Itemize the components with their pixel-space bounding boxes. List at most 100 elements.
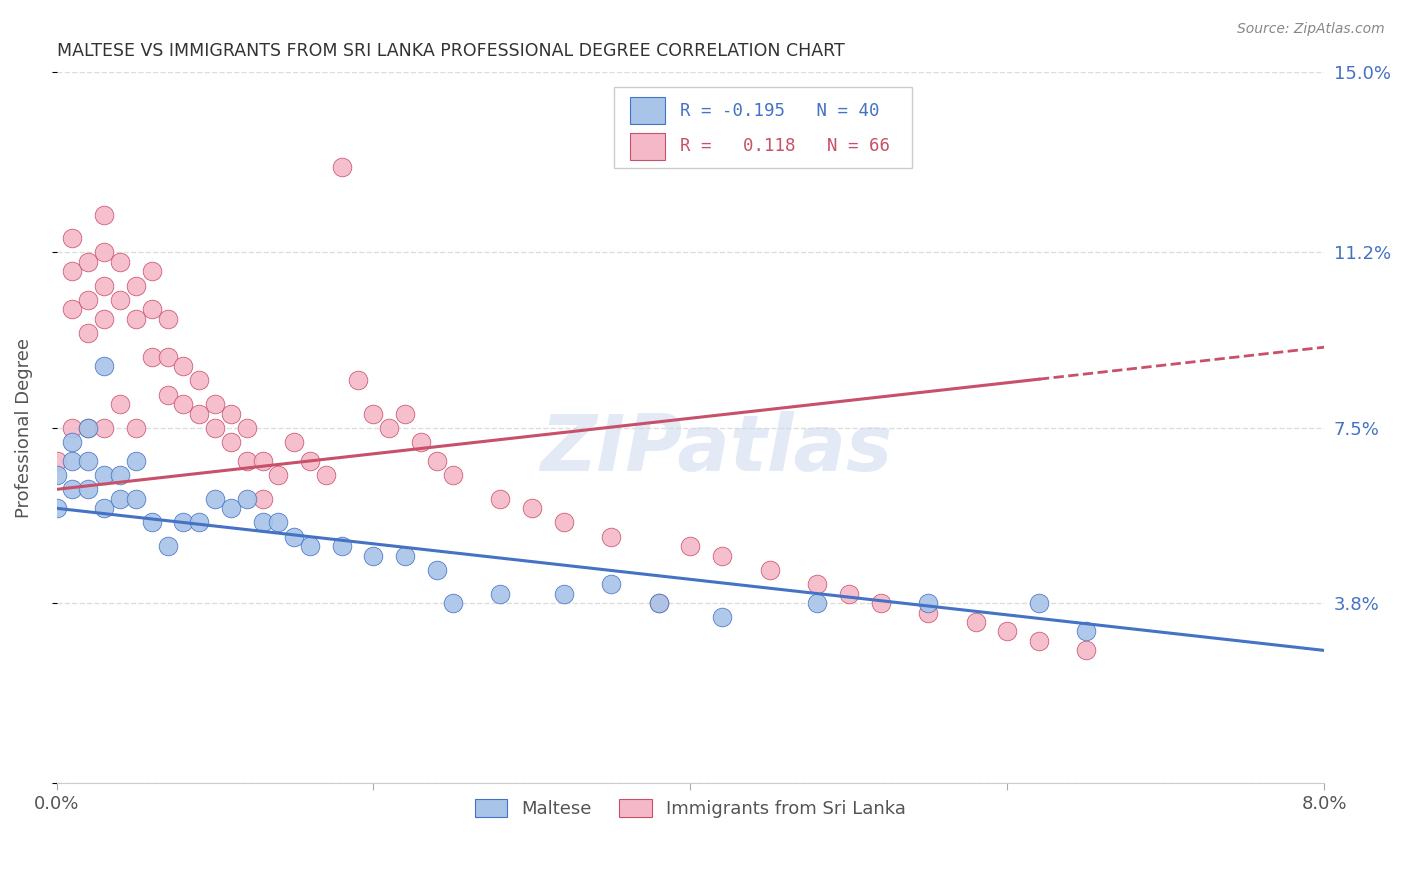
Point: [489, 586, 512, 600]
Text: R =   0.118   N = 66: R = 0.118 N = 66: [681, 137, 890, 155]
Point: [600, 530, 623, 544]
Point: [141, 264, 163, 278]
Point: [45, 468, 67, 483]
Point: [711, 610, 734, 624]
Point: [108, 255, 131, 269]
Point: [108, 397, 131, 411]
Point: [965, 615, 987, 629]
Point: [235, 491, 257, 506]
Point: [125, 454, 148, 468]
Point: [219, 434, 242, 449]
Point: [62, 231, 84, 245]
Point: [93, 359, 115, 373]
Point: [156, 539, 179, 553]
Point: [806, 596, 828, 610]
Point: [758, 563, 780, 577]
Point: [219, 407, 242, 421]
Point: [1028, 596, 1050, 610]
FancyBboxPatch shape: [614, 87, 912, 169]
Point: [426, 563, 449, 577]
Y-axis label: Professional Degree: Professional Degree: [15, 338, 32, 517]
Point: [77, 454, 100, 468]
Point: [553, 516, 575, 530]
Point: [441, 596, 464, 610]
Point: [346, 373, 368, 387]
Point: [125, 421, 148, 435]
Point: [363, 407, 385, 421]
Point: [141, 302, 163, 317]
Point: [125, 491, 148, 506]
Point: [141, 516, 163, 530]
Point: [267, 468, 290, 483]
Point: [426, 454, 449, 468]
Point: [62, 434, 84, 449]
Point: [600, 577, 623, 591]
Point: [252, 491, 274, 506]
FancyBboxPatch shape: [630, 97, 665, 124]
Text: ZIPatlas: ZIPatlas: [540, 411, 891, 487]
Point: [283, 434, 305, 449]
Point: [93, 468, 115, 483]
Point: [299, 539, 322, 553]
Point: [62, 483, 84, 497]
Point: [252, 516, 274, 530]
Point: [394, 549, 416, 563]
Point: [77, 293, 100, 307]
Point: [378, 421, 401, 435]
Point: [330, 539, 353, 553]
Point: [299, 454, 322, 468]
Point: [330, 160, 353, 174]
Point: [1076, 643, 1098, 657]
Point: [141, 350, 163, 364]
Point: [77, 421, 100, 435]
Point: [93, 421, 115, 435]
Point: [394, 407, 416, 421]
Text: R = -0.195   N = 40: R = -0.195 N = 40: [681, 102, 880, 120]
Point: [235, 421, 257, 435]
Point: [520, 501, 543, 516]
Point: [838, 586, 860, 600]
Point: [172, 397, 194, 411]
Point: [156, 387, 179, 401]
Point: [252, 454, 274, 468]
Point: [108, 468, 131, 483]
Point: [188, 516, 211, 530]
Point: [172, 516, 194, 530]
Point: [204, 421, 226, 435]
Point: [995, 624, 1018, 639]
Point: [77, 255, 100, 269]
Point: [45, 454, 67, 468]
Point: [363, 549, 385, 563]
Point: [869, 596, 891, 610]
Point: [409, 434, 432, 449]
Point: [77, 483, 100, 497]
Point: [1076, 624, 1098, 639]
Point: [156, 311, 179, 326]
Point: [283, 530, 305, 544]
Point: [315, 468, 337, 483]
Point: [553, 586, 575, 600]
Point: [93, 501, 115, 516]
Point: [62, 421, 84, 435]
Point: [188, 407, 211, 421]
Point: [93, 278, 115, 293]
Point: [441, 468, 464, 483]
Point: [108, 293, 131, 307]
Point: [647, 596, 669, 610]
Text: MALTESE VS IMMIGRANTS FROM SRI LANKA PROFESSIONAL DEGREE CORRELATION CHART: MALTESE VS IMMIGRANTS FROM SRI LANKA PRO…: [56, 42, 845, 60]
Text: Source: ZipAtlas.com: Source: ZipAtlas.com: [1237, 22, 1385, 37]
Point: [267, 516, 290, 530]
Point: [235, 454, 257, 468]
Point: [125, 278, 148, 293]
Legend: Maltese, Immigrants from Sri Lanka: Maltese, Immigrants from Sri Lanka: [468, 791, 914, 825]
Point: [77, 326, 100, 340]
Point: [204, 397, 226, 411]
Point: [647, 596, 669, 610]
Point: [62, 264, 84, 278]
Point: [172, 359, 194, 373]
Point: [45, 501, 67, 516]
Point: [93, 311, 115, 326]
Point: [204, 491, 226, 506]
FancyBboxPatch shape: [630, 133, 665, 160]
Point: [93, 208, 115, 222]
